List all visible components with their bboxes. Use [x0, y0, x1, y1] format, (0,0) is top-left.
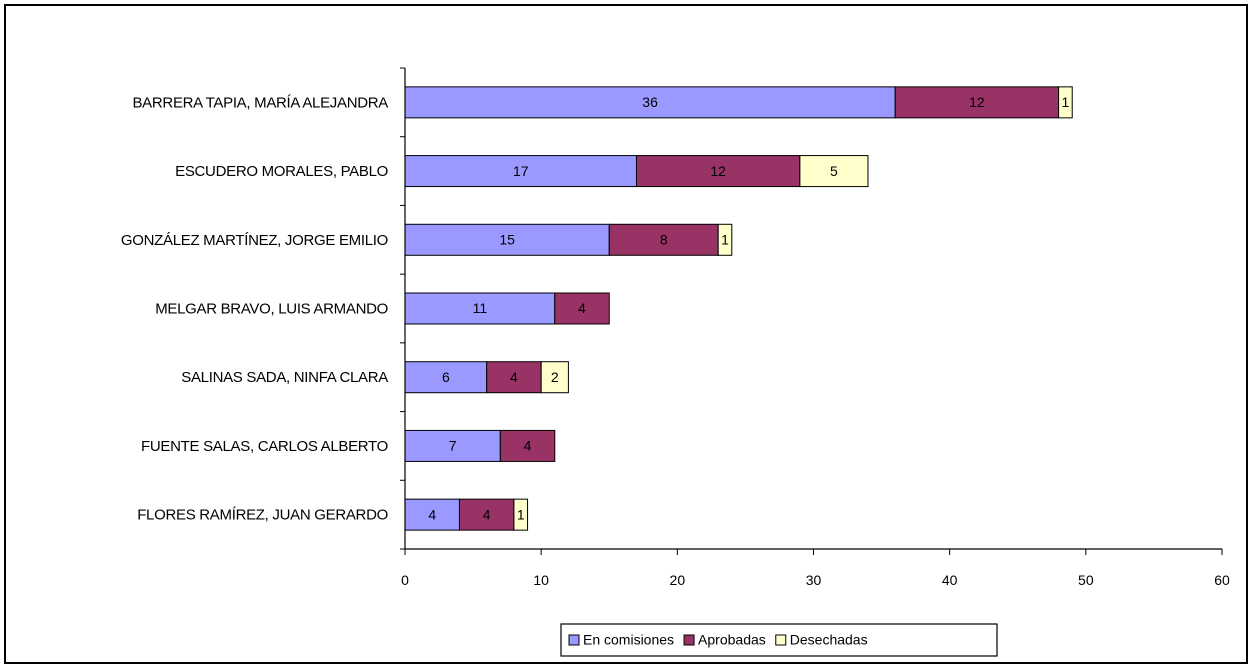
bar-segment [458, 498, 515, 531]
x-tick-label: 10 [533, 572, 549, 588]
legend-label: Aprobadas [698, 632, 766, 648]
bar-segment [799, 155, 869, 188]
data-label: 4 [524, 438, 532, 454]
category-label: FLORES RAMÍREZ, JUAN GERARDO [137, 507, 388, 524]
data-label: 12 [969, 94, 985, 110]
data-label: 7 [449, 438, 457, 454]
data-label: 8 [660, 231, 668, 247]
category-label: SALINAS SADA, NINFA CLARA [181, 369, 388, 386]
x-tick-label: 40 [942, 572, 958, 588]
category-label: ESCUDERO MORALES, PABLO [175, 163, 388, 180]
category-label: GONZÁLEZ MARTÍNEZ, JORGE EMILIO [121, 232, 388, 249]
bar-segment [635, 155, 801, 188]
bar-segment [486, 361, 542, 394]
axes-group [400, 67, 1223, 555]
bar-segment [540, 361, 569, 394]
data-label: 4 [483, 506, 491, 522]
legend-swatch [568, 634, 580, 646]
bar-segment [404, 86, 896, 119]
bar-segment [554, 292, 610, 325]
bar-segment [1058, 86, 1073, 119]
data-label: 5 [830, 163, 838, 179]
category-label: FUENTE SALAS, CARLOS ALBERTO [141, 438, 388, 455]
bars-group [404, 86, 1073, 531]
data-label: 4 [428, 506, 436, 522]
category-label: BARRERA TAPIA, MARÍA ALEJANDRA [132, 94, 388, 111]
legend-label: Desechadas [790, 632, 868, 648]
data-label: 11 [473, 300, 488, 316]
bar-segment [404, 155, 637, 188]
legend-swatch [775, 634, 787, 646]
bar-segment [894, 86, 1060, 119]
data-label: 4 [578, 300, 586, 316]
bar-segment [608, 223, 719, 256]
data-label: 1 [517, 506, 525, 522]
data-label: 15 [499, 231, 515, 247]
bar-segment [499, 429, 556, 462]
x-tick-label: 0 [401, 572, 409, 588]
legend-label: En comisiones [583, 632, 674, 648]
legend: En comisiones Aprobadas Desechadas [560, 623, 998, 657]
x-tick-label: 60 [1214, 572, 1230, 588]
bar-segment [404, 429, 501, 462]
data-label: 6 [442, 369, 450, 385]
category-label: MELGAR BRAVO, LUIS ARMANDO [155, 300, 388, 317]
legend-swatch [683, 634, 695, 646]
x-tick-label: 50 [1078, 572, 1094, 588]
bar-segment [717, 223, 733, 256]
data-label: 12 [710, 163, 726, 179]
data-label: 4 [510, 369, 518, 385]
data-label: 1 [721, 231, 729, 247]
bar-segment [513, 498, 529, 531]
data-label: 36 [642, 94, 658, 110]
data-label: 17 [513, 163, 529, 179]
x-tick-label: 20 [670, 572, 686, 588]
bar-segment [404, 292, 556, 325]
x-tick-label: 30 [806, 572, 822, 588]
bar-segment [404, 361, 488, 394]
data-label: 2 [551, 369, 559, 385]
data-label: 1 [1062, 94, 1070, 110]
